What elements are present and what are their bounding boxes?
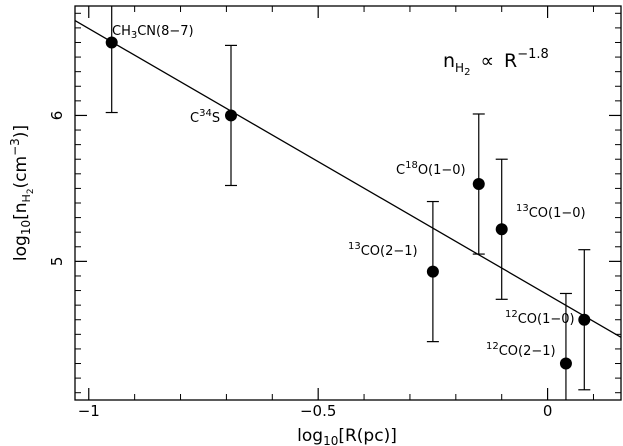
axis-ticks — [75, 6, 621, 400]
x-axis-title: log10[R(pc)] — [297, 426, 397, 446]
point-label-13co-2-1: 13CO(2−1) — [348, 241, 418, 259]
data-point — [426, 265, 439, 278]
point-label-12co-2-1: 12CO(2−1) — [486, 341, 556, 359]
x-tick-label-neg05: −0.5 — [300, 402, 336, 420]
point-label-ch3cn: CH3CN(8−7) — [112, 24, 194, 41]
fit-line-group — [74, 20, 622, 338]
x-tick-label-0: 0 — [543, 402, 553, 420]
y-axis-title: log10[nH2(cm−3)] — [8, 125, 36, 261]
power-law-annotation: nH2∝ R−1.8 — [443, 47, 549, 78]
data-point — [495, 223, 508, 236]
data-points — [105, 36, 591, 370]
data-point — [105, 36, 118, 49]
x-tick-label-neg1: −1 — [78, 402, 100, 420]
data-point — [559, 357, 572, 370]
y-tick-label-5: 5 — [48, 257, 66, 267]
point-label-12co-1-0: 12CO(1−0) — [505, 309, 575, 327]
data-point — [578, 313, 591, 326]
fit-line — [74, 20, 622, 338]
point-label-13co-1-0: 13CO(1−0) — [516, 203, 586, 221]
data-point — [472, 178, 485, 191]
plot-frame — [74, 5, 622, 401]
point-label-c18o: C18O(1−0) — [396, 160, 466, 178]
point-label-c34s: C34S — [190, 108, 220, 126]
data-point — [225, 109, 237, 122]
y-tick-label-6: 6 — [48, 111, 66, 121]
